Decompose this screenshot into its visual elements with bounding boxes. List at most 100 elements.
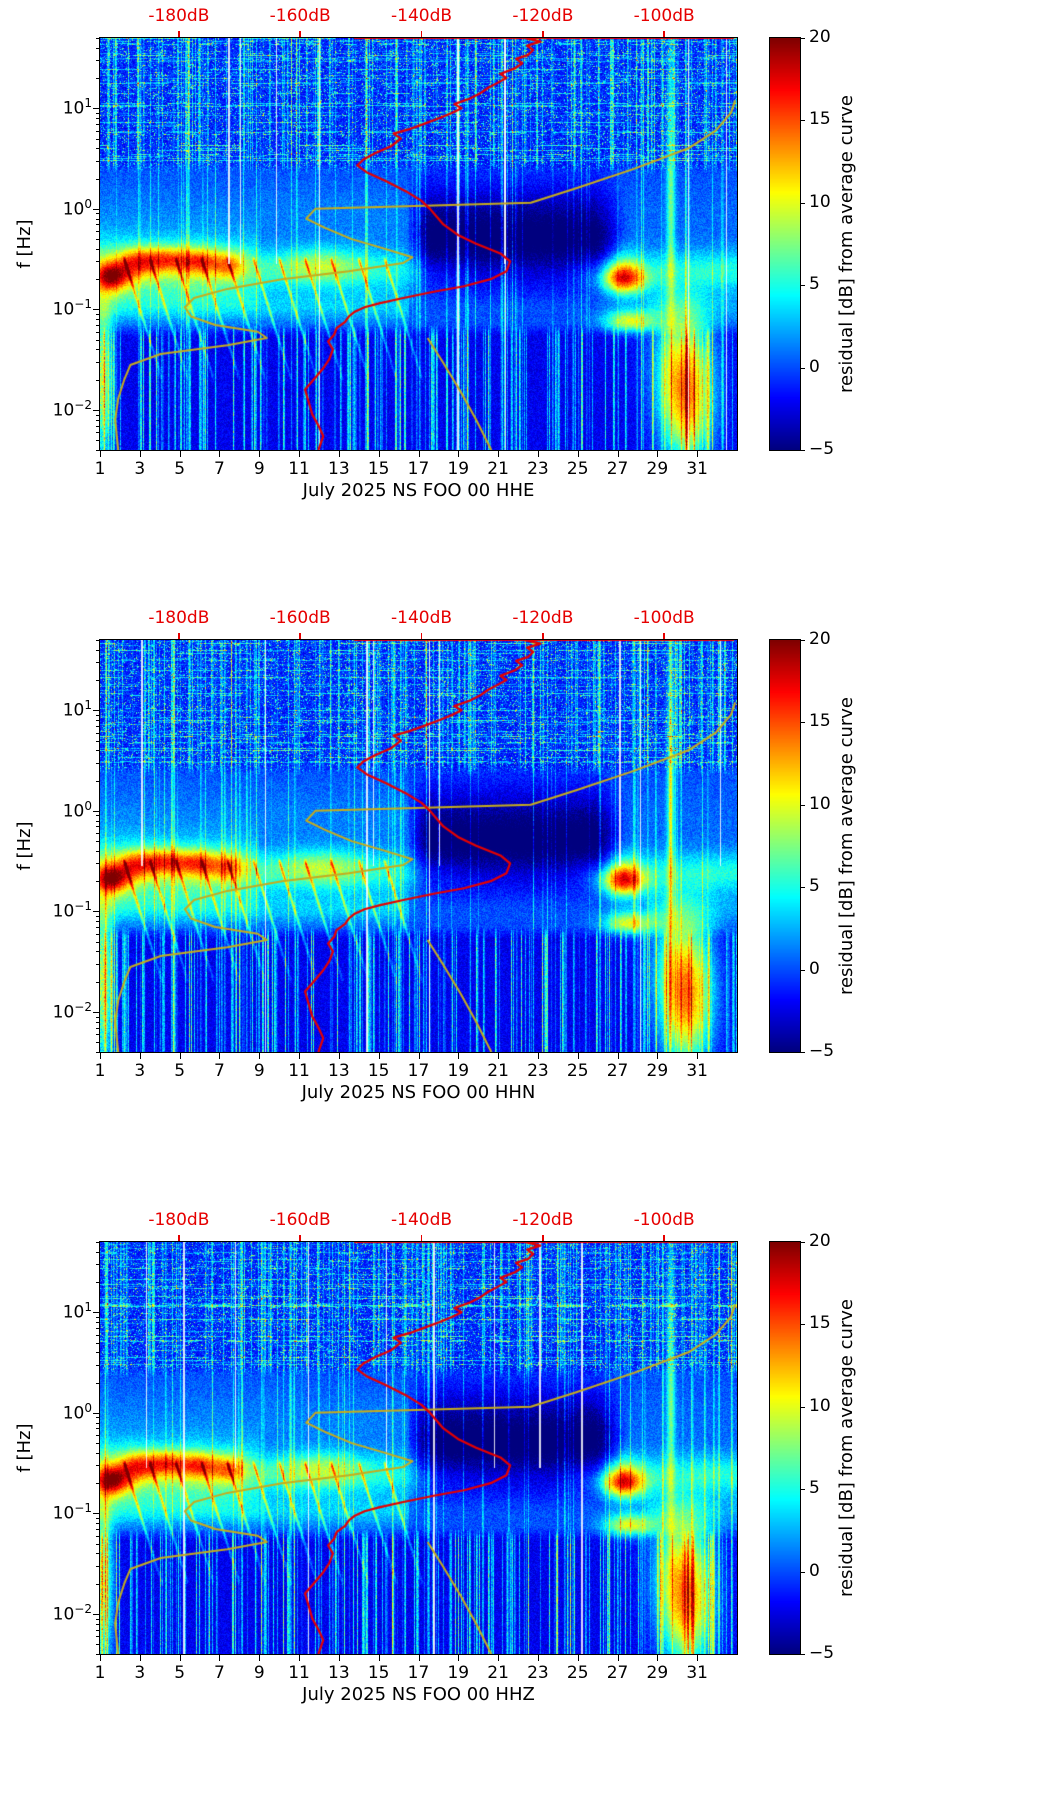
y-minor-tick	[96, 1543, 100, 1545]
x-tick-label: 1	[94, 1663, 106, 1683]
x-tick-label: 19	[447, 459, 470, 479]
y-minor-tick	[96, 1435, 100, 1437]
top-axis-tick	[420, 31, 423, 37]
y-minor-tick	[96, 1027, 100, 1029]
colorbar-tick	[800, 640, 805, 641]
x-tick-label: 27	[606, 459, 629, 479]
x-tick	[299, 1654, 301, 1661]
x-tick-label: 27	[606, 1061, 629, 1081]
y-minor-tick	[96, 319, 100, 321]
y-minor-tick	[96, 1021, 100, 1023]
x-tick	[139, 1654, 141, 1661]
y-axis-label: f [Hz]	[14, 1423, 35, 1473]
x-tick	[577, 1052, 579, 1059]
y-minor-tick	[96, 1428, 100, 1430]
colorbar-tick-label: 5	[809, 876, 820, 897]
y-minor-tick	[96, 1518, 100, 1520]
colorbar-tick-label: −5	[809, 439, 835, 459]
top-axis-tick-label: -140dB	[391, 1210, 453, 1230]
x-tick	[458, 1654, 460, 1661]
x-tick-label: 11	[288, 1663, 310, 1683]
x-tick	[259, 1654, 261, 1661]
x-tick-label: 9	[253, 1061, 265, 1081]
x-tick	[617, 1654, 619, 1661]
x-tick	[617, 450, 619, 457]
x-tick-label: 7	[214, 1663, 225, 1683]
colorbar-tick	[800, 804, 805, 806]
y-minor-tick	[96, 1322, 100, 1324]
y-tick	[93, 1613, 100, 1615]
top-axis-tick-label: -180dB	[148, 608, 210, 628]
y-minor-tick	[96, 160, 100, 162]
y-minor-tick	[96, 1483, 100, 1485]
y-minor-tick	[96, 1034, 100, 1036]
x-tick-label: 11	[288, 1061, 310, 1081]
y-minor-tick	[96, 881, 100, 883]
x-tick-label: 9	[253, 1663, 265, 1683]
colorbar-tick	[800, 1324, 805, 1326]
y-minor-tick	[96, 213, 100, 215]
y-tick	[93, 911, 100, 913]
x-tick	[338, 450, 340, 457]
y-minor-tick	[96, 1535, 100, 1537]
y-minor-tick	[96, 218, 100, 220]
y-minor-tick	[96, 279, 100, 281]
x-tick	[577, 450, 579, 457]
x-tick-label: 19	[447, 1061, 470, 1081]
colorbar-canvas	[770, 1242, 800, 1654]
x-tick-label: 25	[566, 1061, 589, 1081]
y-tick	[93, 710, 100, 712]
y-minor-tick	[96, 239, 100, 241]
y-minor-tick	[96, 1251, 100, 1253]
top-axis-tick	[299, 1235, 301, 1241]
x-tick	[139, 450, 141, 457]
x-tick-label: 23	[527, 1663, 549, 1683]
top-axis-tick	[542, 1235, 544, 1241]
y-tick-label: 10−2	[52, 999, 92, 1023]
colorbar-tick-label: −5	[809, 1041, 835, 1061]
y-minor-tick	[96, 1623, 100, 1625]
x-tick	[378, 1052, 380, 1059]
y-axis-label: f [Hz]	[14, 219, 35, 269]
y-minor-tick	[96, 1016, 100, 1018]
y-minor-tick	[96, 1629, 100, 1631]
y-tick-label: 10−2	[52, 397, 92, 421]
x-tick	[219, 1654, 221, 1661]
y-minor-tick	[96, 762, 100, 764]
y-minor-tick	[96, 863, 100, 865]
y-minor-tick	[96, 1618, 100, 1620]
x-tick-label: 5	[174, 1061, 186, 1081]
x-tick-label: 21	[487, 1663, 509, 1683]
x-tick-label: 17	[407, 1663, 430, 1683]
x-axis-title: July 2025 NS FOO 00 HHZ	[302, 1684, 535, 1705]
x-tick-label: 17	[407, 1061, 430, 1081]
y-minor-tick	[96, 231, 100, 233]
x-tick-label: 15	[367, 1061, 390, 1081]
y-minor-tick	[96, 1422, 100, 1424]
x-tick	[259, 450, 261, 457]
colorbar-tick-label: 15	[809, 711, 831, 732]
spectrogram-panel-hhz: -180dB -160dB -140dB -120dB -100dB 1 3 5 7 9 11 13 1…	[0, 1204, 1052, 1806]
y-minor-tick	[96, 118, 100, 120]
y-minor-tick	[96, 1352, 100, 1354]
y-tick-label: 101	[62, 1300, 92, 1323]
y-minor-tick	[96, 1364, 100, 1366]
y-minor-tick	[96, 1042, 100, 1044]
y-minor-tick	[96, 1452, 100, 1454]
y-minor-tick	[96, 1327, 100, 1329]
y-tick	[93, 1513, 100, 1515]
y-minor-tick	[96, 148, 100, 150]
y-minor-tick	[96, 981, 100, 983]
colorbar-tick	[800, 120, 805, 122]
y-tick	[93, 810, 100, 812]
x-tick-label: 3	[134, 1663, 146, 1683]
x-tick	[179, 450, 181, 457]
x-tick	[139, 1052, 141, 1059]
y-minor-tick	[96, 432, 100, 434]
top-axis-tick-label: -160dB	[269, 6, 331, 26]
y-minor-tick	[96, 1553, 100, 1555]
x-tick-label: 7	[214, 1061, 225, 1081]
y-minor-tick	[96, 680, 100, 682]
colorbar-canvas	[770, 38, 800, 450]
y-minor-tick	[96, 921, 100, 923]
